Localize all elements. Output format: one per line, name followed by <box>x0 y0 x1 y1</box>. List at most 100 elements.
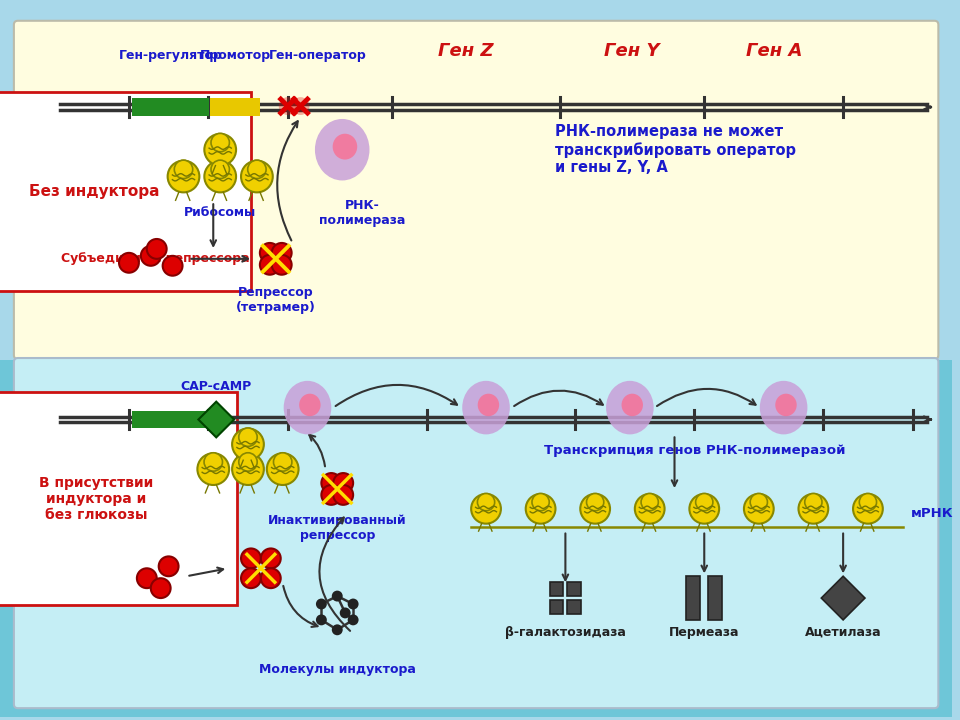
Circle shape <box>241 161 273 192</box>
Circle shape <box>635 494 664 523</box>
Circle shape <box>151 578 171 598</box>
Circle shape <box>641 493 659 510</box>
Bar <box>210 98 260 116</box>
Bar <box>567 600 581 614</box>
Ellipse shape <box>284 381 331 434</box>
Circle shape <box>696 493 713 510</box>
Circle shape <box>348 598 359 609</box>
Circle shape <box>162 256 182 276</box>
Circle shape <box>198 454 229 485</box>
Circle shape <box>316 614 326 626</box>
Circle shape <box>750 493 767 510</box>
Circle shape <box>340 608 350 618</box>
Ellipse shape <box>462 381 510 434</box>
Text: Ген-оператор: Ген-оператор <box>269 50 367 63</box>
Circle shape <box>137 568 156 588</box>
Circle shape <box>141 246 160 266</box>
Text: Ген А: Ген А <box>746 42 802 60</box>
Bar <box>549 600 564 614</box>
Circle shape <box>799 494 828 523</box>
Text: β-галактозидаза: β-галактозидаза <box>505 626 626 639</box>
Circle shape <box>239 428 257 446</box>
Bar <box>708 576 722 620</box>
Circle shape <box>168 161 200 192</box>
Polygon shape <box>822 576 865 620</box>
Circle shape <box>689 494 719 523</box>
Text: Ген-регулятор: Ген-регулятор <box>119 50 223 63</box>
Circle shape <box>744 494 774 523</box>
Circle shape <box>261 568 280 588</box>
Circle shape <box>267 454 299 485</box>
FancyBboxPatch shape <box>13 21 938 359</box>
Circle shape <box>239 453 257 471</box>
Circle shape <box>587 493 604 510</box>
Text: Субъединицы репрессора: Субъединицы репрессора <box>61 252 251 266</box>
Circle shape <box>119 253 139 273</box>
Circle shape <box>158 557 179 576</box>
Circle shape <box>204 134 236 166</box>
Circle shape <box>332 590 343 601</box>
Circle shape <box>260 255 279 275</box>
Bar <box>132 410 209 428</box>
Bar <box>0 360 952 717</box>
Circle shape <box>232 454 264 485</box>
Text: Транскрипция генов РНК-полимеразой: Транскрипция генов РНК-полимеразой <box>543 444 845 457</box>
Ellipse shape <box>759 381 807 434</box>
Bar <box>132 98 209 116</box>
Circle shape <box>204 453 223 471</box>
Text: Инактивированный
репрессор: Инактивированный репрессор <box>268 514 407 541</box>
Circle shape <box>526 494 556 523</box>
Ellipse shape <box>776 394 797 416</box>
Text: Промотор: Промотор <box>200 50 271 63</box>
Circle shape <box>316 598 326 609</box>
Text: Пермеаза: Пермеаза <box>669 626 739 639</box>
Circle shape <box>580 494 610 523</box>
FancyBboxPatch shape <box>13 358 938 708</box>
Circle shape <box>232 428 264 460</box>
Circle shape <box>471 494 501 523</box>
Circle shape <box>211 160 229 179</box>
Bar <box>0 3 952 360</box>
Ellipse shape <box>606 381 654 434</box>
Circle shape <box>241 549 261 568</box>
Circle shape <box>278 97 297 115</box>
Circle shape <box>204 161 236 192</box>
Text: Ген Y: Ген Y <box>604 42 660 60</box>
Circle shape <box>333 485 353 505</box>
Circle shape <box>853 494 883 523</box>
Text: Ацетилаза: Ацетилаза <box>804 626 881 639</box>
Circle shape <box>248 160 266 179</box>
Bar <box>686 576 700 620</box>
Ellipse shape <box>621 394 643 416</box>
Text: Молекулы индуктора: Молекулы индуктора <box>259 662 416 675</box>
Bar <box>567 582 581 596</box>
Polygon shape <box>199 402 234 437</box>
Circle shape <box>322 473 341 493</box>
Circle shape <box>332 624 343 635</box>
Text: Рибосомы: Рибосомы <box>184 206 256 220</box>
Text: Репрессор
(тетрамер): Репрессор (тетрамер) <box>236 286 316 314</box>
Text: РНК-
полимераза: РНК- полимераза <box>319 199 405 228</box>
Circle shape <box>532 493 549 510</box>
Ellipse shape <box>333 134 357 160</box>
Circle shape <box>175 160 193 179</box>
Circle shape <box>261 549 280 568</box>
Circle shape <box>859 493 876 510</box>
Circle shape <box>322 485 341 505</box>
Text: Ген Z: Ген Z <box>439 42 494 60</box>
Text: CAP-cAMP: CAP-cAMP <box>180 379 252 392</box>
Text: РНК-полимераза не может
транскрибировать оператор
и гены Z, Y, A: РНК-полимераза не может транскрибировать… <box>556 125 797 175</box>
Ellipse shape <box>300 394 321 416</box>
Circle shape <box>260 243 279 263</box>
Bar <box>549 582 564 596</box>
Circle shape <box>241 568 261 588</box>
Text: мРНК: мРНК <box>911 508 953 521</box>
Circle shape <box>477 493 494 510</box>
Circle shape <box>804 493 822 510</box>
Text: Без индуктора: Без индуктора <box>29 184 159 199</box>
Circle shape <box>272 243 292 263</box>
Ellipse shape <box>478 394 499 416</box>
Circle shape <box>211 133 229 152</box>
Circle shape <box>274 453 292 471</box>
Circle shape <box>333 473 353 493</box>
